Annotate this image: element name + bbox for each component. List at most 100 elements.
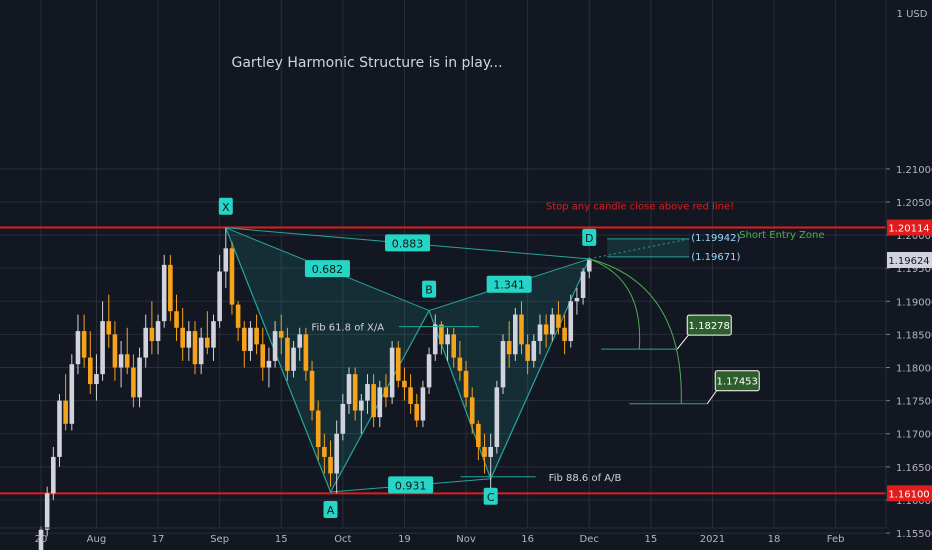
candle-up xyxy=(57,400,62,457)
x-tick-label: 17 xyxy=(152,534,165,545)
point-label: C xyxy=(487,491,495,504)
target-1-pointer xyxy=(676,333,690,350)
candle-down xyxy=(352,374,358,411)
candle-down xyxy=(408,387,413,404)
candle-up xyxy=(248,327,253,351)
candle-down xyxy=(506,341,512,355)
point-label-bg xyxy=(483,487,498,505)
y-tick-label: 1.18500 xyxy=(896,330,932,341)
point-label-bg xyxy=(218,197,233,215)
candle-up xyxy=(574,297,580,302)
point-label: X xyxy=(222,201,230,214)
target-1-label: 1.18278 xyxy=(689,321,730,332)
ratio-tag: 1.341 xyxy=(493,279,525,292)
candle-down xyxy=(278,331,284,338)
candle-up xyxy=(420,387,426,421)
candle-up xyxy=(377,387,383,418)
fib-xa-label: Fib 61.8 of X/A xyxy=(311,323,384,334)
ratio-tag: 0.883 xyxy=(392,237,424,250)
candle-up xyxy=(94,374,99,385)
candle-down xyxy=(519,314,524,345)
time-axis[interactable]: 20 Aug 17 Sep 15 Oct 19 Nov 16 Dec 15 2021 18 Feb xyxy=(0,527,886,545)
candle-down xyxy=(131,367,136,398)
entry-zone-label: Short Entry Zone xyxy=(739,230,824,241)
candle-down xyxy=(174,311,179,328)
candle-up xyxy=(161,264,167,322)
x-tick-label: 20 xyxy=(35,534,48,545)
candle-down xyxy=(451,334,457,358)
candle-down xyxy=(229,248,235,305)
target-2-box xyxy=(714,370,760,392)
candle-down xyxy=(525,344,530,361)
x-tick-label: 15 xyxy=(644,534,657,545)
candle-up xyxy=(155,321,161,342)
level-price-label: 1.16100 xyxy=(888,489,929,500)
candle-up xyxy=(266,360,272,368)
candle-down xyxy=(543,324,549,335)
level-price-label: 1.20114 xyxy=(888,224,929,235)
candle-down xyxy=(254,327,259,345)
candle-up xyxy=(217,271,222,322)
candle-up xyxy=(586,260,592,272)
point-label-bg xyxy=(422,280,437,298)
candle-down xyxy=(149,327,155,342)
candle-up xyxy=(513,314,518,355)
candle-up xyxy=(426,354,432,388)
ratio-tag-bg xyxy=(304,260,350,278)
price-axis[interactable]: 1 USD 1.21000 1.20500 1.20000 1.19500 1.1900… xyxy=(885,0,932,540)
point-label: D xyxy=(585,232,593,245)
candle-up xyxy=(51,456,56,494)
candle-down xyxy=(106,321,112,335)
candle-up xyxy=(365,384,370,401)
currency-label: 1 USD xyxy=(897,9,928,20)
candle-down xyxy=(328,456,333,474)
y-tick-label: 1.20500 xyxy=(896,198,932,209)
candle-down xyxy=(241,327,247,351)
chart-title: Gartley Harmonic Structure is in play... xyxy=(231,55,502,71)
target-2-arc xyxy=(589,258,682,404)
x-tick-label: Sep xyxy=(210,534,229,545)
candle-up xyxy=(75,331,81,365)
candle-down xyxy=(371,384,376,418)
candle-down xyxy=(63,400,68,424)
candle-up xyxy=(537,324,543,342)
horizontal-levels xyxy=(0,226,886,495)
x-tick-label: 15 xyxy=(275,534,288,545)
candle-down xyxy=(235,304,241,328)
candlesticks xyxy=(38,227,592,550)
gartley-pattern xyxy=(225,227,590,494)
candle-down xyxy=(180,327,185,348)
candle-up xyxy=(223,248,229,272)
level-price-tag xyxy=(887,485,932,502)
candle-down xyxy=(402,380,407,388)
point-label-bg xyxy=(323,501,338,519)
candle-up xyxy=(580,271,586,298)
bcd-triangle xyxy=(429,258,590,479)
target-1-box xyxy=(686,314,732,336)
x-tick-label: 2021 xyxy=(700,534,725,545)
candle-down xyxy=(414,403,420,421)
target-2-label: 1.17453 xyxy=(717,377,758,388)
entry-high-label: (1.19942) xyxy=(691,233,740,244)
candle-down xyxy=(556,314,561,328)
x-tick-label: 16 xyxy=(521,534,534,545)
entry-zone-box xyxy=(607,238,690,257)
candle-down xyxy=(309,370,315,411)
candle-up xyxy=(389,347,395,398)
candle-up xyxy=(272,331,278,361)
candle-up xyxy=(488,446,493,457)
candle-up xyxy=(549,314,555,335)
target-2-pointer xyxy=(706,389,718,405)
candle-up xyxy=(531,341,537,361)
candle-up xyxy=(291,347,296,371)
ratio-tag-bg xyxy=(388,476,434,494)
y-tick-label: 1.16500 xyxy=(896,463,932,474)
candle-down xyxy=(285,337,290,371)
target-1-arc xyxy=(589,258,641,350)
candle-up xyxy=(186,331,192,348)
x-tick-label: 18 xyxy=(768,534,781,545)
candle-down xyxy=(168,264,173,312)
y-tick-label: 1.20000 xyxy=(896,231,932,242)
candle-down xyxy=(322,446,327,457)
